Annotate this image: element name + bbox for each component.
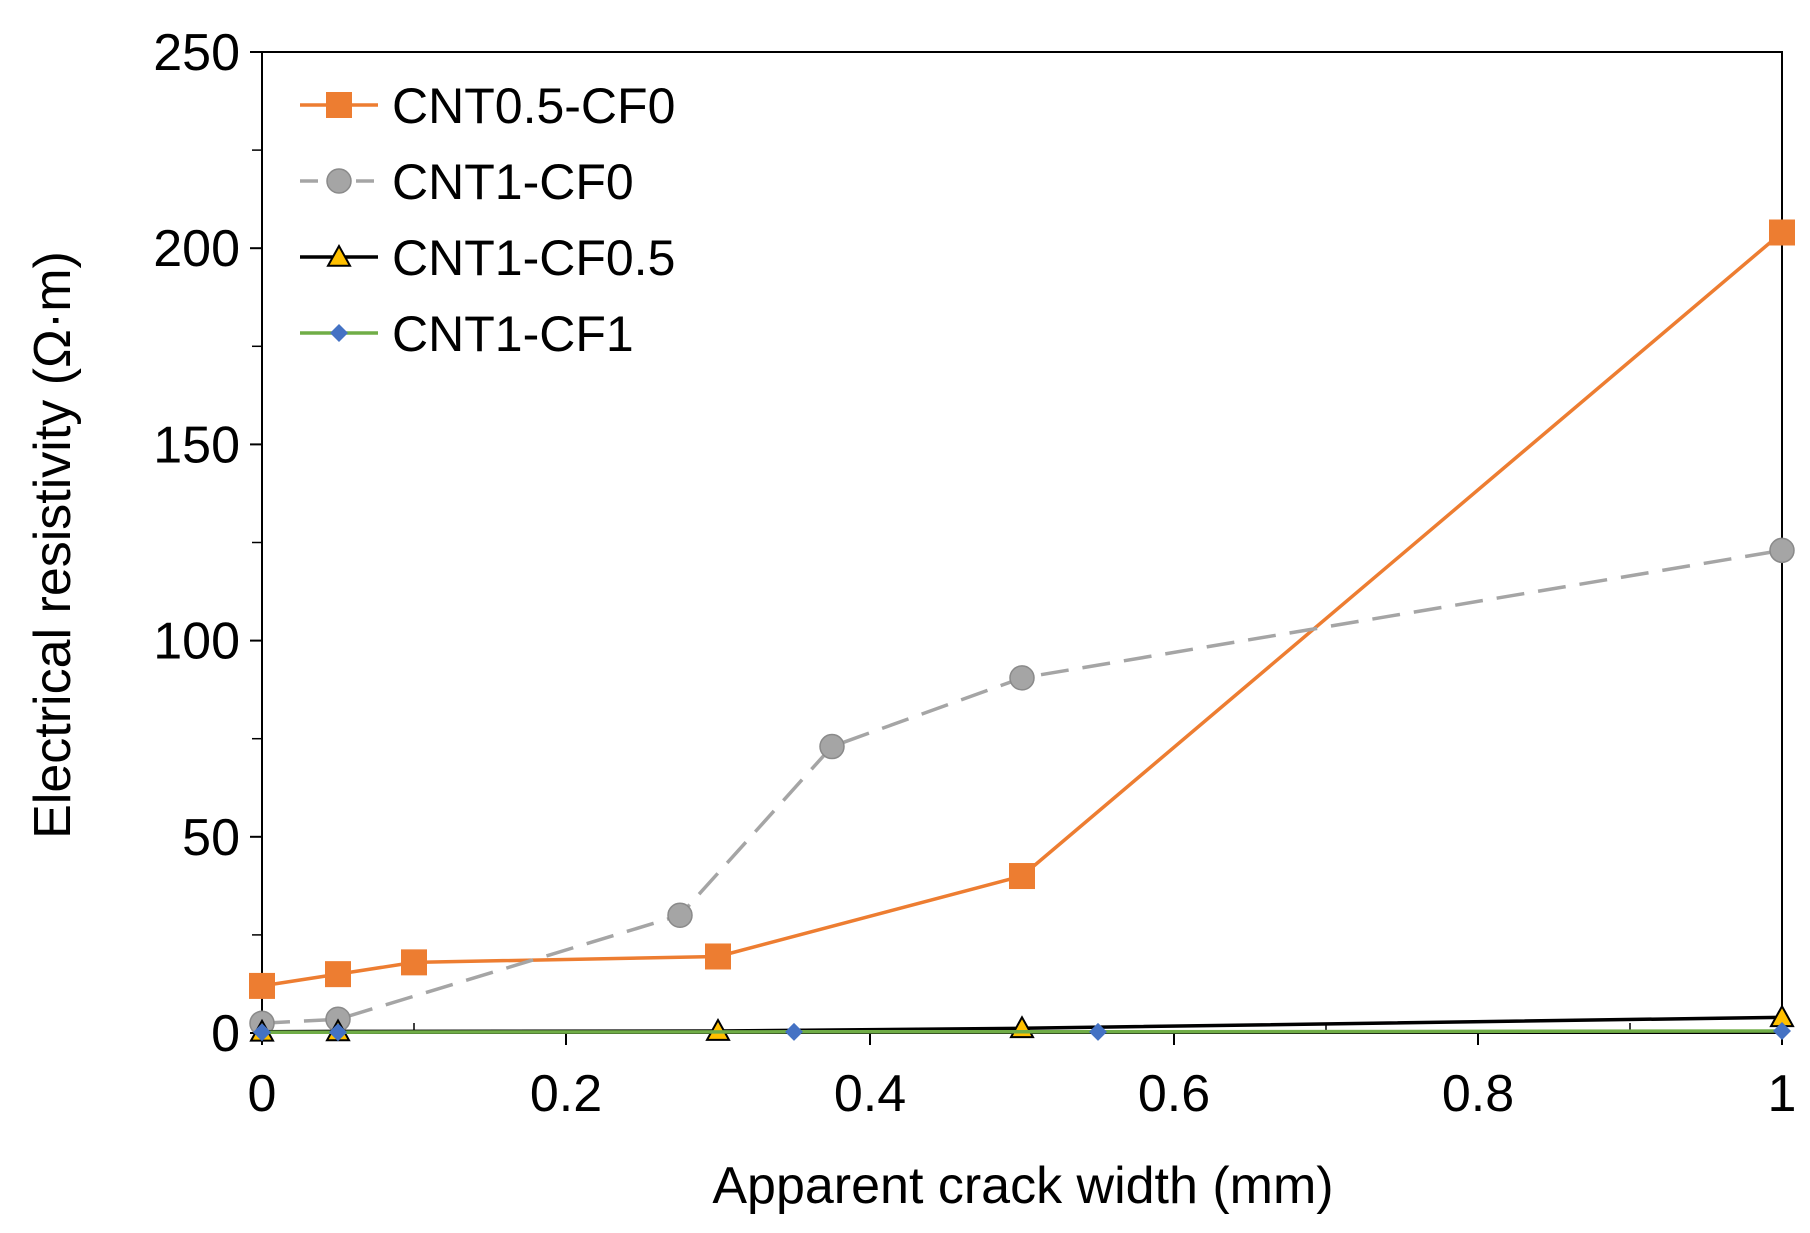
data-point (819, 733, 845, 760)
y-axis: 0 50 100 150 200 250 (153, 24, 262, 1063)
legend-marker (326, 92, 352, 118)
series-CNT1-CF0 (249, 537, 1795, 1036)
legend-entry: CNT1-CF0 (300, 154, 634, 210)
legend-entry: CNT0.5-CF0 (300, 78, 675, 134)
data-point (705, 1017, 731, 1041)
data-point (329, 1023, 347, 1042)
legend-label: CNT1-CF0 (392, 154, 634, 210)
series-line (262, 1029, 1783, 1034)
series-CNT0.5-CF0 (249, 219, 1795, 999)
y-axis-title: Electrical resistivity (Ω·m) (24, 251, 82, 839)
data-point (1009, 863, 1035, 890)
data-point (1089, 1022, 1107, 1041)
x-tick-label: 0.6 (1138, 1065, 1210, 1123)
legend-label: CNT1-CF1 (392, 306, 634, 362)
data-point (1773, 1022, 1791, 1041)
x-tick-label: 0.8 (1442, 1065, 1514, 1123)
data-point (401, 949, 427, 976)
y-tick-label: 150 (153, 416, 240, 474)
y-tick-label: 200 (153, 220, 240, 278)
x-axis: 0 0.2 0.4 0.6 0.8 1 (248, 1023, 1797, 1123)
series-CNT1-CF1 (253, 1022, 1791, 1042)
data-point (667, 902, 693, 929)
legend: CNT0.5-CF0 CNT1-CF0 CNT1-CF0.5 CNT1-CF1 (300, 78, 675, 362)
legend-entry: CNT1-CF0.5 (300, 230, 675, 286)
legend-marker (326, 168, 352, 194)
data-point (253, 1023, 271, 1042)
y-tick-label: 250 (153, 24, 240, 82)
data-point (705, 943, 731, 970)
legend-label: CNT0.5-CF0 (392, 78, 675, 134)
legend-entry: CNT1-CF1 (300, 306, 634, 362)
legend-marker (326, 243, 352, 267)
series-layer (249, 219, 1795, 1042)
y-tick-label: 100 (153, 613, 240, 671)
x-tick-label: 0 (248, 1065, 277, 1123)
legend-marker (330, 324, 348, 342)
data-point (785, 1022, 803, 1041)
x-tick-label: 0.4 (834, 1065, 906, 1123)
data-point (325, 961, 351, 988)
x-axis-title: Apparent crack width (mm) (712, 1157, 1333, 1215)
y-tick-label: 0 (211, 1005, 240, 1063)
data-point (1009, 665, 1035, 691)
x-tick-label: 1 (1768, 1065, 1797, 1123)
y-tick-label: 50 (182, 809, 240, 867)
x-tick-label: 0.2 (530, 1065, 602, 1123)
data-point (249, 972, 275, 999)
legend-label: CNT1-CF0.5 (392, 230, 675, 286)
data-point (1769, 537, 1795, 564)
data-point (1769, 219, 1795, 246)
